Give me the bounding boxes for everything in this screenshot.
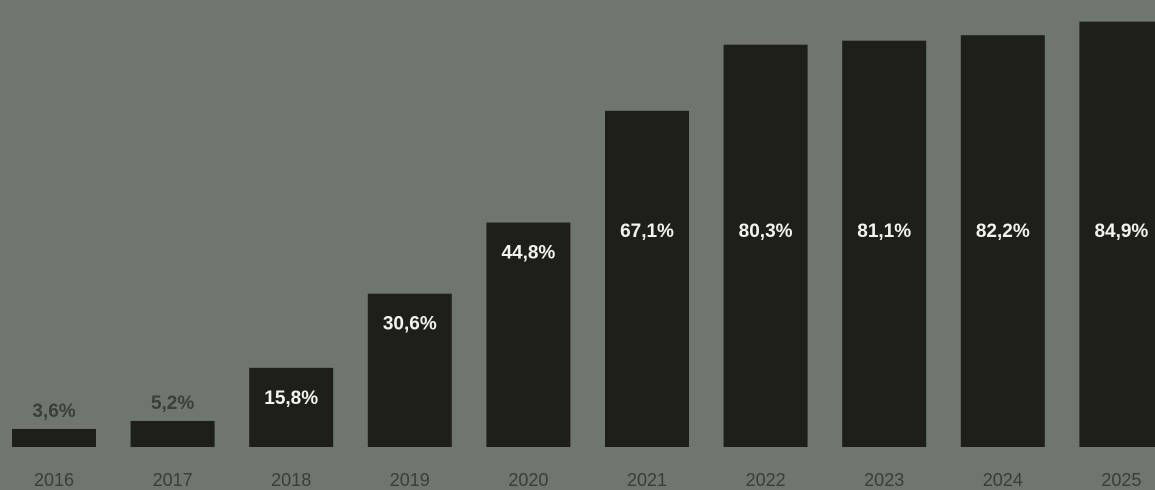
x-tick-2023: 2023 [864,470,904,490]
bar-value-label-2023: 81,1% [857,221,911,242]
bar-value-label-2021: 67,1% [620,221,674,242]
x-tick-labels-group: 2016 2017 2018 2019 2020 2021 2022 2023 2024 2025 [34,470,1141,490]
x-tick-2022: 2022 [746,470,786,490]
x-tick-2025: 2025 [1101,470,1141,490]
x-tick-2017: 2017 [153,470,193,490]
x-tick-2020: 2020 [508,470,548,490]
bar-value-label-2017: 5,2% [151,393,194,414]
bar-2024 [960,35,1045,447]
bar-value-label-2019: 30,6% [383,314,437,335]
x-tick-2018: 2018 [271,470,311,490]
bar-2020 [486,222,571,447]
x-tick-2021: 2021 [627,470,667,490]
bar-value-label-2024: 82,2% [976,221,1030,242]
bar-value-label-2022: 80,3% [739,221,793,242]
x-tick-2024: 2024 [983,470,1023,490]
bar-2018 [249,367,334,447]
x-tick-2019: 2019 [390,470,430,490]
bar-value-label-2020: 44,8% [501,243,555,264]
bar-labels-group: 3,6% 5,2% 15,8% 30,6% 44,8% 67,1% 80,3% 81,1% 82… [32,221,1148,422]
bar-2019 [367,293,452,447]
bar-value-label-2025: 84,9% [1094,221,1148,242]
bar-2022 [723,44,808,448]
bar-value-label-2018: 15,8% [264,388,318,409]
bar-2025 [1079,21,1155,447]
bars-group [12,21,1155,448]
x-tick-2016: 2016 [34,470,74,490]
bar-2021 [605,110,689,447]
bar-2017 [130,420,215,447]
bar-2016 [12,428,96,447]
bar-value-label-2016: 3,6% [32,401,75,422]
bar-2023 [842,40,927,448]
